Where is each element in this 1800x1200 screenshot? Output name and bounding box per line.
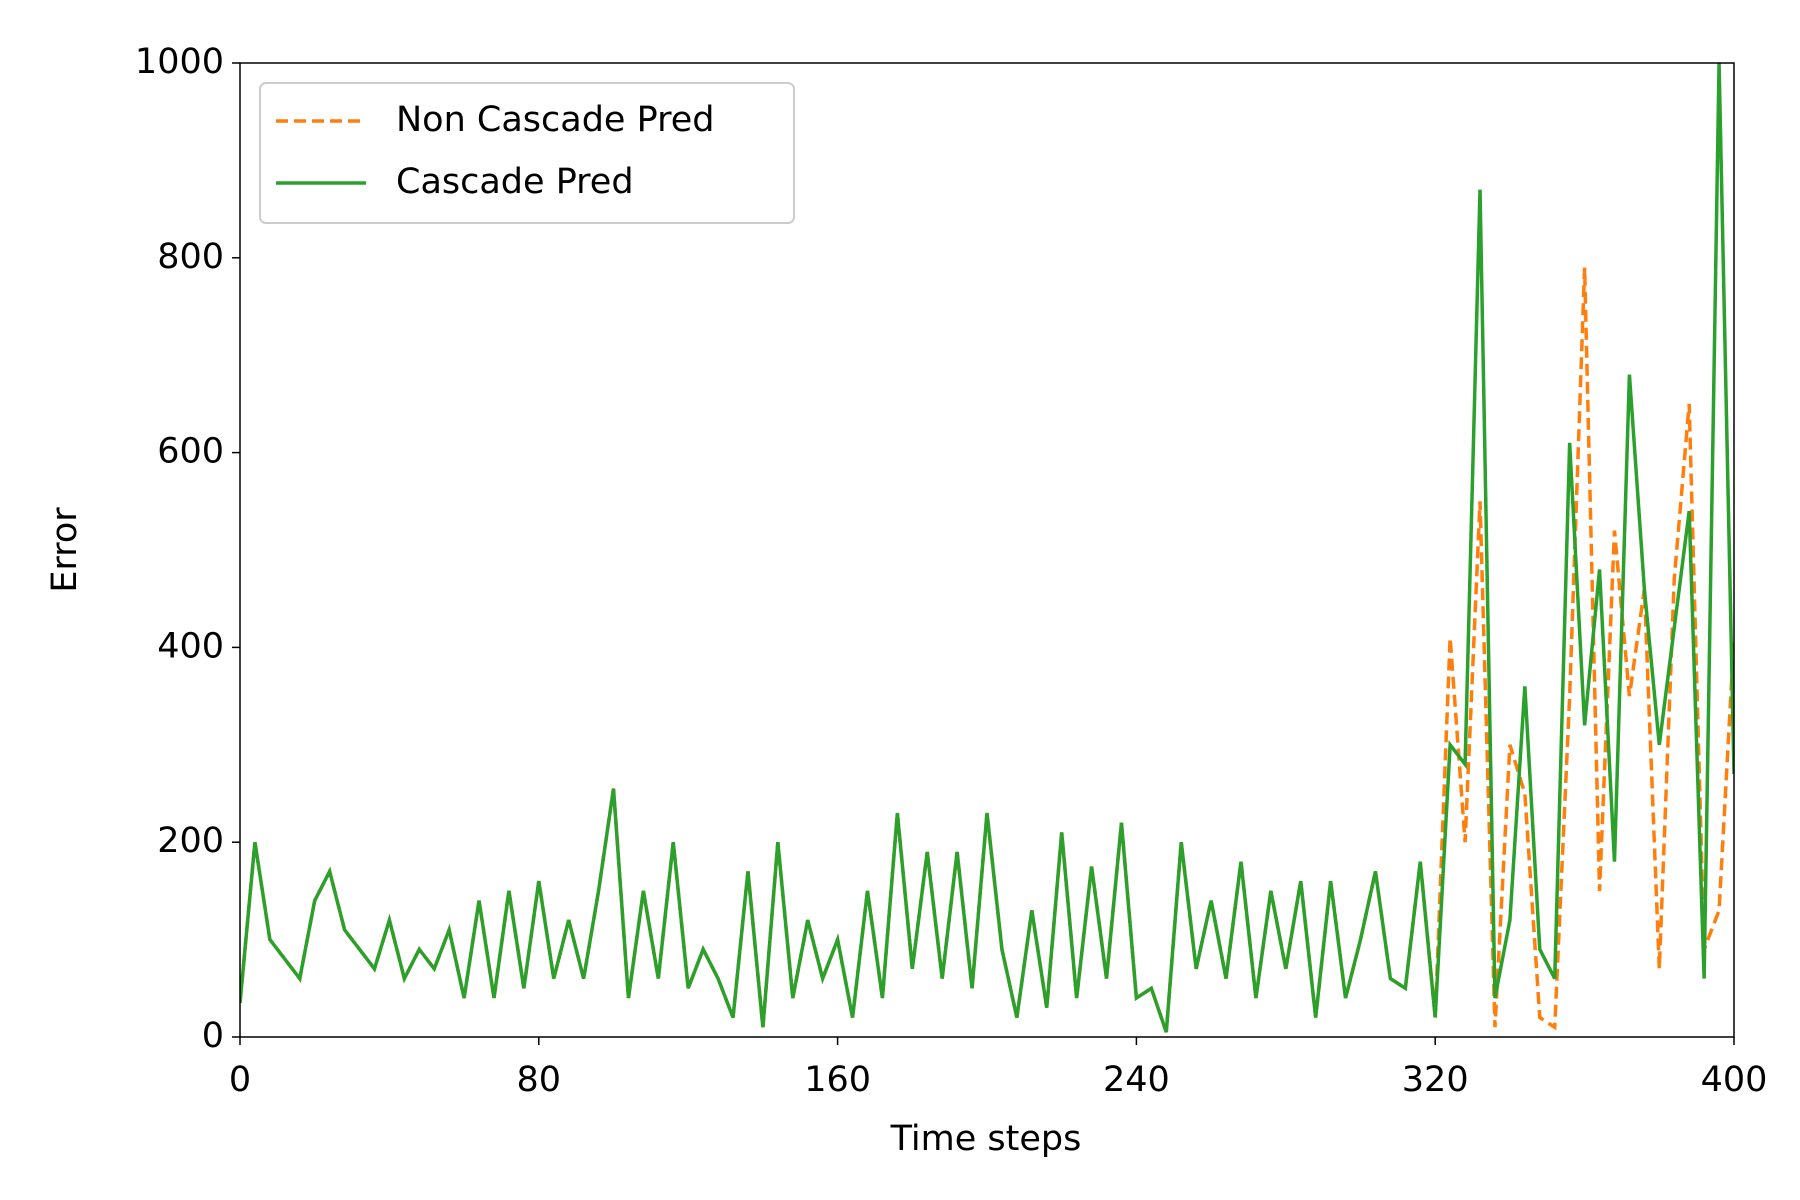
x-tick-label: 400 (1701, 1060, 1768, 1100)
y-tick-label: 0 (202, 1016, 224, 1056)
x-tick-label: 240 (1103, 1060, 1170, 1100)
legend-label: Non Cascade Pred (396, 100, 714, 140)
y-axis-label: Error (45, 507, 85, 593)
legend-label: Cascade Pred (396, 162, 634, 202)
x-tick-label: 0 (229, 1060, 251, 1100)
x-axis-label: Time steps (890, 1119, 1082, 1159)
plot-frame (239, 62, 1735, 1038)
y-tick-label: 200 (157, 821, 224, 861)
x-tick-label: 320 (1402, 1060, 1469, 1100)
legend-box (259, 82, 795, 224)
x-tick-label: 80 (517, 1060, 562, 1100)
series-line (240, 63, 1734, 1033)
y-tick-label: 400 (157, 626, 224, 666)
y-tick-label: 1000 (135, 42, 224, 82)
x-tick-label: 160 (804, 1060, 871, 1100)
y-tick-label: 800 (157, 237, 224, 277)
y-tick-label: 600 (157, 432, 224, 472)
